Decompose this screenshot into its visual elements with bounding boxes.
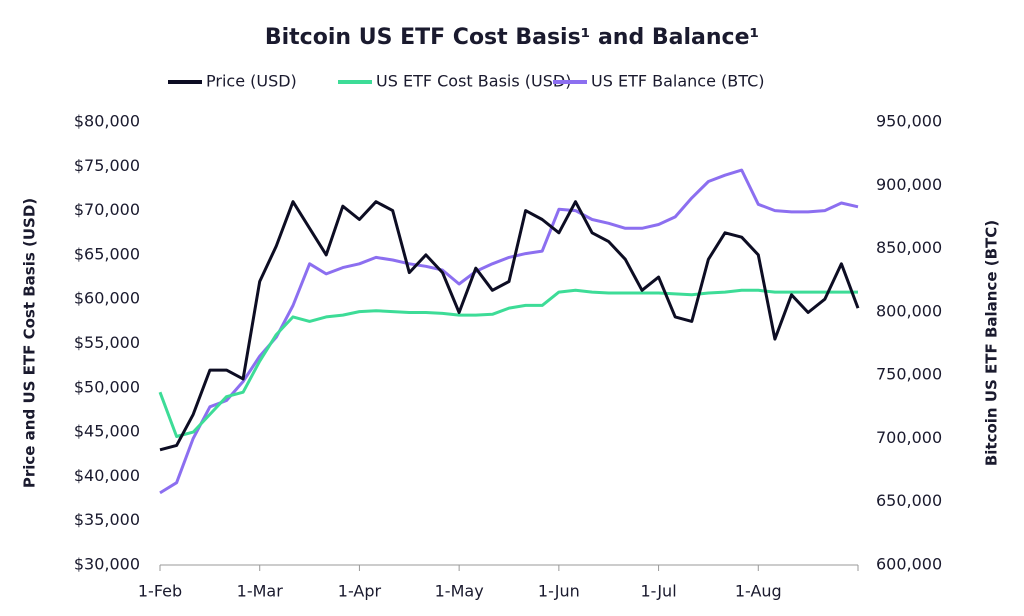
series-line [159,168,859,495]
y-tick-label: $60,000 [74,289,140,308]
series-line [159,200,860,452]
y-axis-label: Price and US ETF Cost Basis (USD) [21,198,39,488]
legend-label: US ETF Cost Basis (USD) [376,72,571,91]
x-tick-label: 1-Jun [538,582,580,601]
x-tick-label: 1-Feb [138,582,182,601]
chart-title: Bitcoin US ETF Cost Basis¹ and Balance¹ [265,25,759,50]
y-tick-label: $80,000 [74,112,140,131]
y-tick-label: $75,000 [74,156,140,175]
y2-tick-label: 950,000 [876,112,942,131]
y-tick-label: $55,000 [74,333,140,352]
y-tick-label: $50,000 [74,377,140,396]
y2-tick-label: 600,000 [876,555,942,574]
y-tick-label: $30,000 [74,555,140,574]
x-tick-label: 1-Aug [735,582,782,601]
x-tick-label: 1-Apr [338,582,382,601]
x-tick-label: 1-Jul [640,582,676,601]
y2-tick-label: 800,000 [876,301,942,320]
y-tick-label: $65,000 [74,244,140,263]
x-tick-label: 1-Mar [237,582,284,601]
y2-tick-label: 700,000 [876,428,942,447]
y-tick-label: $35,000 [74,510,140,529]
y-tick-label: $45,000 [74,422,140,441]
legend-label: Price (USD) [206,72,297,91]
y2-axis-label: Bitcoin US ETF Balance (BTC) [983,220,1001,466]
y2-tick-label: 900,000 [876,175,942,194]
y2-tick-label: 850,000 [876,238,942,257]
y-tick-label: $70,000 [74,200,140,219]
x-tick-label: 1-May [435,582,484,601]
y-tick-label: $40,000 [74,466,140,485]
y2-tick-label: 750,000 [876,365,942,384]
y2-tick-label: 650,000 [876,491,942,510]
series-line [158,288,858,438]
legend-label: US ETF Balance (BTC) [591,72,765,91]
